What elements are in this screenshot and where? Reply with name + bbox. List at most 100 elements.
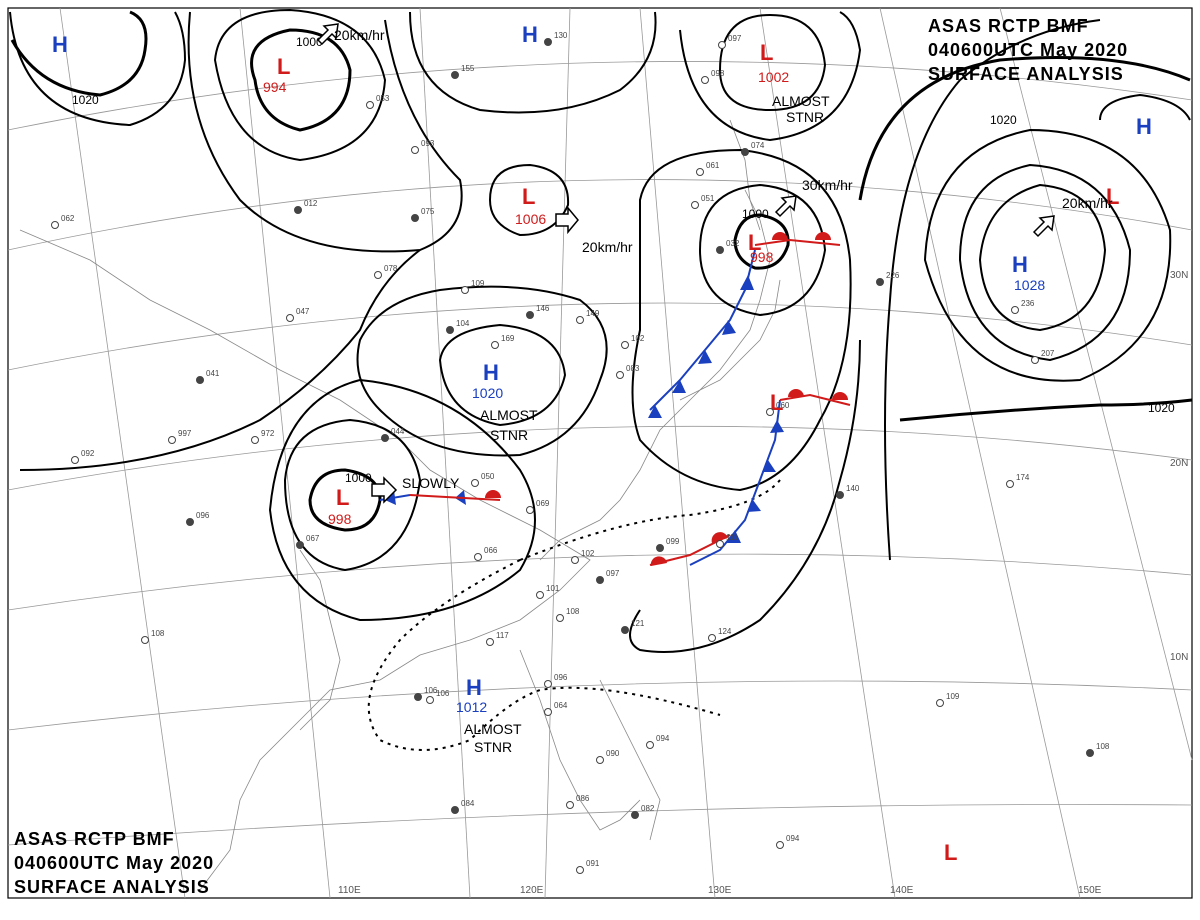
station-pressure-label: 146 <box>536 304 550 313</box>
station-pressure-label: 096 <box>196 511 210 520</box>
station-plot: 121 <box>621 619 645 634</box>
svg-text:1020: 1020 <box>990 113 1017 127</box>
station-pressure-label: 174 <box>1016 473 1030 482</box>
svg-text:ALMOST: ALMOST <box>464 721 522 737</box>
station-pressure-label: 108 <box>151 629 165 638</box>
station-circle <box>411 214 419 222</box>
station-pressure-label: 140 <box>846 484 860 493</box>
station-circle <box>451 806 459 814</box>
station-pressure-label: 094 <box>786 834 800 843</box>
station-plot: 124 <box>708 627 732 642</box>
station-pressure-label: 149 <box>586 309 600 318</box>
station-pressure-label: 094 <box>656 734 670 743</box>
system-symbol: H <box>1012 252 1028 277</box>
svg-text:1000: 1000 <box>296 35 323 49</box>
station-circle <box>701 76 709 84</box>
station-plot: 067 <box>296 534 320 549</box>
station-pressure-label: 096 <box>554 673 568 682</box>
svg-text:30km/hr: 30km/hr <box>802 177 853 193</box>
station-plot: 086 <box>566 794 590 809</box>
station-pressure-label: 082 <box>641 804 655 813</box>
system-symbol: H <box>52 32 68 57</box>
station-circle <box>708 634 716 642</box>
station-plot: 149 <box>576 309 600 324</box>
system-symbol: H <box>466 675 482 700</box>
station-plot: 098 <box>701 69 725 84</box>
header-bottom-left: ASAS RCTP BMF 040600UTC May 2020 SURFACE… <box>14 829 214 897</box>
station-plot: 236 <box>1011 299 1035 314</box>
station-circle <box>691 201 699 209</box>
station-circle <box>656 544 664 552</box>
svg-text:130E: 130E <box>708 885 732 896</box>
station-circle <box>251 436 259 444</box>
station-circle <box>186 518 194 526</box>
station-circle <box>286 314 294 322</box>
system-symbol: L <box>1106 184 1119 209</box>
station-pressure-label: 097 <box>728 34 742 43</box>
station-plot: 111 <box>716 533 739 548</box>
svg-text:040600UTC May 2020: 040600UTC May 2020 <box>14 853 214 873</box>
station-plot: 060 <box>766 401 790 416</box>
station-circle <box>296 541 304 549</box>
station-plot: 084 <box>451 799 475 814</box>
warm-front <box>409 232 851 566</box>
station-pressure-label: 102 <box>631 334 645 343</box>
station-pressure-label: 106 <box>436 689 450 698</box>
svg-text:120E: 120E <box>520 885 544 896</box>
station-circle <box>374 271 382 279</box>
station-pressure-label: 111 <box>726 533 739 542</box>
station-plot: 108 <box>141 629 165 644</box>
station-plot: 066 <box>474 546 498 561</box>
svg-text:040600UTC May 2020: 040600UTC May 2020 <box>928 40 1128 60</box>
station-plot: 109 <box>461 279 485 294</box>
station-circle <box>544 680 552 688</box>
station-plots: 155 053 093 075 078 109 146 149 169 104 102 083 041 9… <box>51 31 1110 874</box>
isobars <box>9 8 1193 653</box>
station-plot: 104 <box>446 319 470 334</box>
station-circle <box>621 341 629 349</box>
svg-text:ASAS RCTP BMF: ASAS RCTP BMF <box>928 16 1089 36</box>
station-plot: 051 <box>691 194 715 209</box>
station-pressure-label: 106 <box>424 686 438 695</box>
station-pressure-label: 069 <box>536 499 550 508</box>
station-circle <box>168 436 176 444</box>
station-pressure-label: 155 <box>461 64 475 73</box>
station-pressure-label: 104 <box>456 319 470 328</box>
station-pressure-label: 086 <box>576 794 590 803</box>
station-circle <box>51 221 59 229</box>
station-circle <box>576 316 584 324</box>
system-symbol: H <box>483 360 499 385</box>
svg-text:1020: 1020 <box>72 93 99 107</box>
station-plot: 117 <box>486 631 509 646</box>
system-pressure: 998 <box>328 511 352 527</box>
station-circle <box>294 206 302 214</box>
system-symbol: H <box>1136 114 1152 139</box>
station-plot: 069 <box>526 499 550 514</box>
station-pressure-label: 060 <box>776 401 790 410</box>
station-plot: 097 <box>718 34 742 49</box>
station-circle <box>936 699 944 707</box>
station-circle <box>836 491 844 499</box>
system-symbol: L <box>748 230 761 255</box>
station-plot: 090 <box>596 749 620 764</box>
svg-text:20km/hr: 20km/hr <box>582 239 633 255</box>
svg-text:30N: 30N <box>1170 270 1188 281</box>
station-circle <box>411 146 419 154</box>
station-plot: 099 <box>656 537 680 552</box>
station-plot: 075 <box>411 207 435 222</box>
station-circle <box>381 434 389 442</box>
stationary-notes: ALMOST STNR ALMOST STNR ALMOST STNR <box>464 93 830 755</box>
station-plot: 092 <box>71 449 95 464</box>
station-pressure-label: 064 <box>554 701 568 710</box>
station-plot: 061 <box>696 161 720 176</box>
station-circle <box>544 708 552 716</box>
station-circle <box>646 741 654 749</box>
station-plot: 083 <box>616 364 640 379</box>
station-circle <box>766 408 774 416</box>
svg-text:140E: 140E <box>890 885 914 896</box>
station-pressure-label: 050 <box>481 472 495 481</box>
station-pressure-label: 066 <box>484 546 498 555</box>
station-pressure-label: 124 <box>718 627 732 636</box>
station-circle <box>876 278 884 286</box>
latitude-labels: 30N 20N 10N <box>1170 270 1188 663</box>
